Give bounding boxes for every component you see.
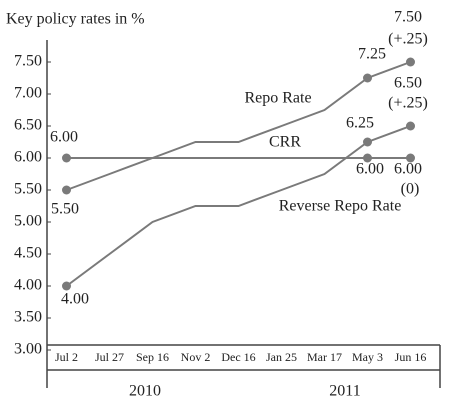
- value-label: 5.50: [51, 201, 79, 218]
- point: [406, 121, 415, 131]
- value-label: 6.00: [394, 161, 422, 178]
- x-group-label: 2010: [129, 383, 161, 400]
- point: [62, 185, 71, 195]
- point: [363, 137, 372, 147]
- x-tick-label: Sep 16: [136, 350, 169, 364]
- series-line: [66, 61, 411, 191]
- value-label: 7.50: [394, 9, 422, 26]
- value-label: 4.00: [61, 291, 89, 308]
- annotation: (+.25): [388, 31, 428, 48]
- y-tick-label: 6.50: [14, 117, 42, 134]
- point: [62, 153, 71, 163]
- chart-title: Key policy rates in %: [6, 11, 145, 28]
- x-tick-label: Jan 25: [266, 350, 297, 364]
- point: [406, 57, 415, 67]
- y-tick-label: 7.50: [14, 53, 42, 70]
- x-tick-label: Jul 27: [95, 350, 124, 364]
- point: [62, 281, 71, 291]
- value-label: 6.50: [394, 75, 422, 92]
- y-tick-label: 7.00: [14, 85, 42, 102]
- series-label: CRR: [269, 134, 301, 151]
- value-label: 6.00: [356, 161, 384, 178]
- value-label: 6.00: [50, 129, 78, 146]
- y-tick-label: 5.50: [14, 181, 42, 198]
- y-tick-label: 3.50: [14, 309, 42, 326]
- y-tick-label: 6.00: [14, 149, 42, 166]
- point: [363, 153, 372, 163]
- x-tick-label: Dec 16: [221, 350, 255, 364]
- series-label: Reverse Repo Rate: [279, 198, 402, 215]
- point: [406, 153, 415, 163]
- annotation: (+.25): [388, 95, 428, 112]
- value-label: 6.25: [346, 115, 374, 132]
- x-tick-label: Mar 17: [307, 350, 342, 364]
- series-line: [65, 125, 411, 287]
- x-tick-label: May 3: [352, 350, 383, 364]
- y-tick-label: 3.00: [14, 341, 42, 358]
- value-label: 7.25: [358, 46, 386, 63]
- point: [363, 73, 372, 83]
- y-tick-label: 5.00: [14, 213, 42, 230]
- y-tick-label: 4.00: [14, 277, 42, 294]
- x-tick-label: Nov 2: [181, 350, 211, 364]
- x-tick-label: Jul 2: [55, 350, 78, 364]
- annotation: (0): [401, 181, 420, 198]
- x-tick-label: Jun 16: [395, 350, 427, 364]
- y-tick-label: 4.50: [14, 245, 42, 262]
- x-group-label: 2011: [329, 383, 360, 400]
- series-label: Repo Rate: [244, 90, 311, 107]
